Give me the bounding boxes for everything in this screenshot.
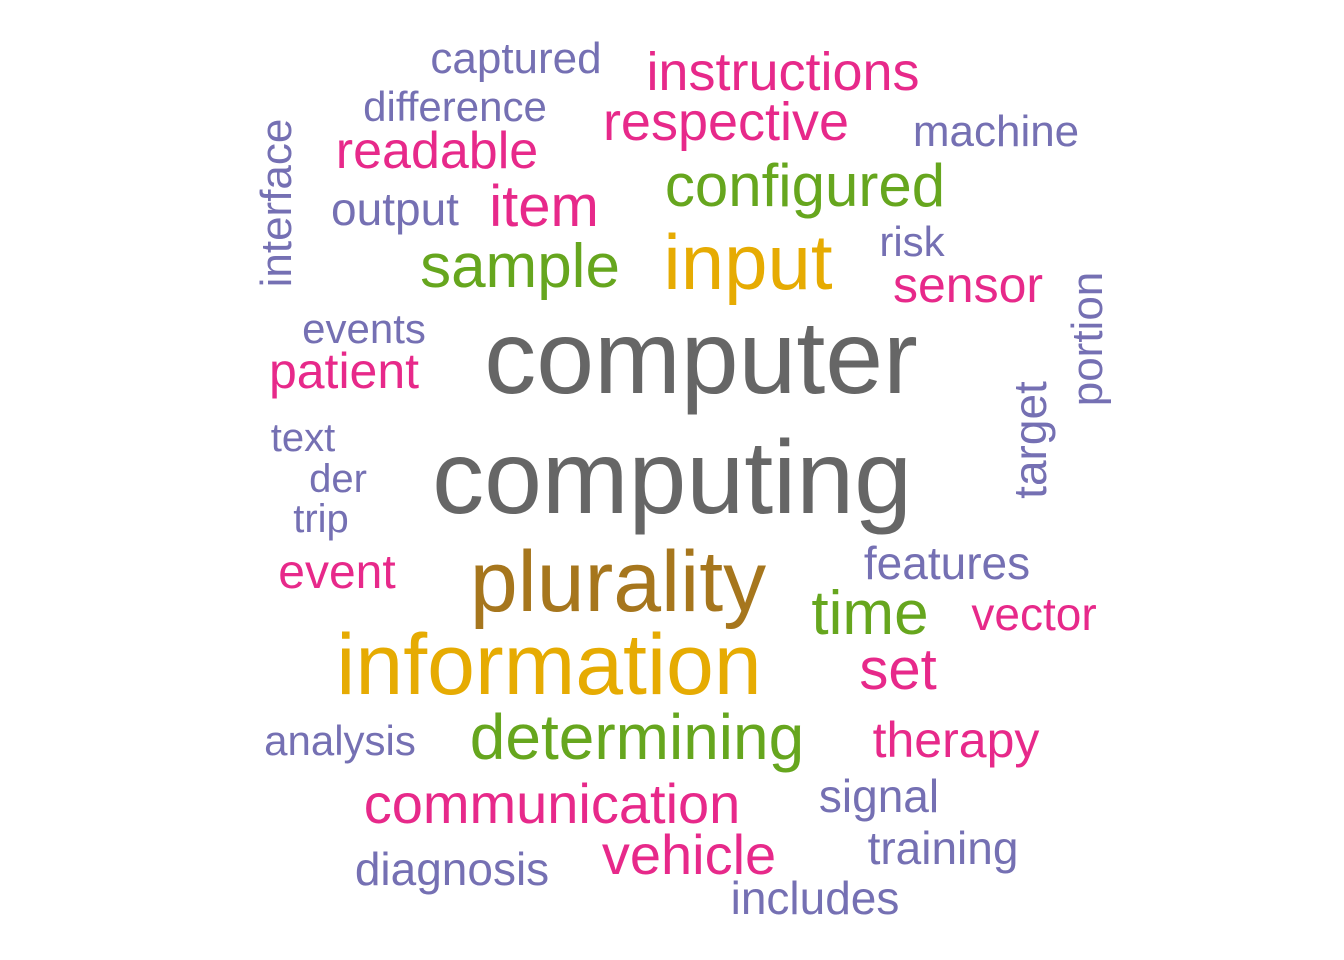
word-events: events [302, 305, 426, 352]
word-risk: risk [879, 218, 945, 265]
word-target: target [1004, 381, 1056, 499]
word-determining: determining [469, 701, 805, 773]
word-item: item [489, 174, 599, 239]
word-communication: communication [363, 772, 741, 835]
word-signal: signal [818, 770, 940, 822]
word-includes: includes [730, 872, 900, 924]
word-interface: interface [252, 118, 301, 288]
word-trip: trip [293, 497, 349, 541]
word-diagnosis: diagnosis [354, 843, 550, 895]
word-set: set [859, 637, 937, 702]
word-difference: difference [363, 83, 547, 130]
word-respective: respective [602, 92, 850, 152]
word-portion: portion [1063, 271, 1112, 407]
word-instructions: instructions [646, 42, 920, 102]
word-features: features [863, 537, 1031, 589]
word-sample: sample [420, 232, 620, 301]
word-der: der [309, 457, 367, 501]
word-time: time [811, 579, 929, 648]
word-therapy: therapy [872, 712, 1040, 768]
word-information: information [336, 617, 762, 713]
word-event: event [278, 546, 396, 599]
word-captured: captured [430, 34, 602, 83]
word-computing: computing [432, 420, 912, 536]
word-computer: computer [484, 300, 918, 416]
word-configured: configured [664, 152, 946, 219]
word-machine: machine [912, 107, 1080, 156]
word-input: input [663, 218, 833, 306]
word-sensor: sensor [892, 257, 1044, 313]
word-patient: patient [268, 343, 420, 399]
word-output: output [331, 183, 459, 235]
word-vehicle: vehicle [601, 823, 777, 886]
word-plurality: plurality [469, 534, 767, 630]
word-analysis: analysis [264, 717, 416, 764]
word-vector: vector [971, 588, 1097, 640]
word-training: training [867, 822, 1019, 874]
word-text: text [270, 416, 336, 460]
word-readable: readable [335, 122, 539, 180]
